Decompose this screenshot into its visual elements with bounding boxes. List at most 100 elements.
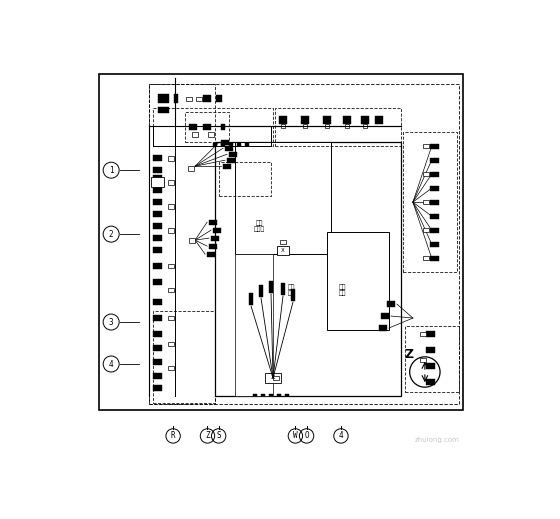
Bar xyxy=(189,124,197,130)
Bar xyxy=(423,144,429,148)
Bar xyxy=(168,180,174,185)
Bar xyxy=(157,94,169,103)
Bar xyxy=(168,228,174,233)
Bar xyxy=(423,256,429,260)
Bar xyxy=(423,200,429,204)
Bar xyxy=(168,342,174,346)
Bar xyxy=(427,363,435,368)
Bar xyxy=(212,236,220,241)
Bar xyxy=(227,158,235,163)
Bar xyxy=(259,285,263,297)
Bar xyxy=(281,124,286,128)
Bar xyxy=(427,379,435,385)
Text: 4: 4 xyxy=(109,360,114,368)
Bar xyxy=(323,116,330,124)
Bar xyxy=(208,132,214,136)
Bar xyxy=(221,140,229,145)
Bar xyxy=(281,283,286,295)
Bar xyxy=(431,255,439,261)
Text: 1: 1 xyxy=(109,166,114,175)
Bar xyxy=(216,94,222,102)
Bar xyxy=(153,279,161,285)
Bar xyxy=(168,156,174,160)
Bar xyxy=(431,213,439,218)
Text: 3: 3 xyxy=(109,318,114,326)
Bar xyxy=(420,358,426,362)
Bar xyxy=(420,332,426,336)
Text: 施工
电梯: 施工 电梯 xyxy=(287,284,295,296)
Bar xyxy=(225,146,233,151)
Bar xyxy=(153,223,161,229)
Bar xyxy=(229,143,233,146)
Bar xyxy=(153,187,161,193)
Bar xyxy=(153,199,161,205)
Text: 临时
变压器: 临时 变压器 xyxy=(254,220,265,232)
Bar xyxy=(153,311,215,403)
Text: Z: Z xyxy=(205,431,210,441)
Bar xyxy=(344,124,349,128)
Bar xyxy=(245,143,249,146)
Bar xyxy=(153,235,161,241)
Bar xyxy=(153,299,161,305)
Bar xyxy=(221,124,225,130)
Bar xyxy=(379,325,387,331)
Bar xyxy=(285,394,289,397)
Bar xyxy=(269,394,273,397)
Bar xyxy=(229,152,237,157)
Text: W: W xyxy=(293,431,298,441)
Bar xyxy=(203,124,212,130)
Bar xyxy=(149,84,459,404)
Bar xyxy=(207,252,216,257)
Bar xyxy=(153,373,161,379)
Bar xyxy=(188,166,194,171)
Bar xyxy=(431,144,439,149)
Bar xyxy=(153,385,161,391)
Text: X: X xyxy=(271,375,275,380)
Text: 4: 4 xyxy=(339,431,343,441)
Bar xyxy=(168,264,174,268)
Bar xyxy=(149,84,215,404)
Text: O: O xyxy=(304,431,309,441)
Bar xyxy=(151,177,164,187)
Bar xyxy=(280,240,286,244)
Bar xyxy=(431,186,439,191)
Bar xyxy=(381,313,389,319)
Bar xyxy=(219,162,271,196)
Bar xyxy=(235,254,273,396)
Bar xyxy=(405,326,459,392)
Bar xyxy=(153,345,161,351)
Bar xyxy=(189,238,195,242)
Bar xyxy=(431,227,439,233)
Bar xyxy=(168,204,174,209)
Bar xyxy=(291,289,295,301)
Bar xyxy=(157,107,169,113)
Bar xyxy=(427,332,435,337)
Bar xyxy=(213,143,217,146)
Bar xyxy=(168,316,174,320)
Bar xyxy=(153,211,161,217)
Bar xyxy=(209,220,217,225)
Bar xyxy=(153,175,161,181)
Text: zhulong.com: zhulong.com xyxy=(414,437,459,443)
Bar xyxy=(153,108,273,146)
Bar xyxy=(431,241,439,247)
Bar xyxy=(273,376,279,380)
Text: R: R xyxy=(171,431,175,441)
Bar xyxy=(153,315,161,321)
Text: S: S xyxy=(216,431,221,441)
Bar xyxy=(215,142,401,396)
Bar xyxy=(431,172,439,177)
Bar xyxy=(185,112,229,142)
Bar xyxy=(168,288,174,293)
Bar xyxy=(261,394,265,397)
Bar xyxy=(99,74,463,410)
Bar xyxy=(153,155,161,161)
Bar xyxy=(153,331,161,337)
Bar xyxy=(431,158,439,163)
Bar xyxy=(196,97,202,101)
Bar xyxy=(153,263,161,269)
Bar xyxy=(423,172,429,176)
Bar xyxy=(431,199,439,205)
Bar xyxy=(213,227,221,233)
Text: 2: 2 xyxy=(109,229,114,239)
